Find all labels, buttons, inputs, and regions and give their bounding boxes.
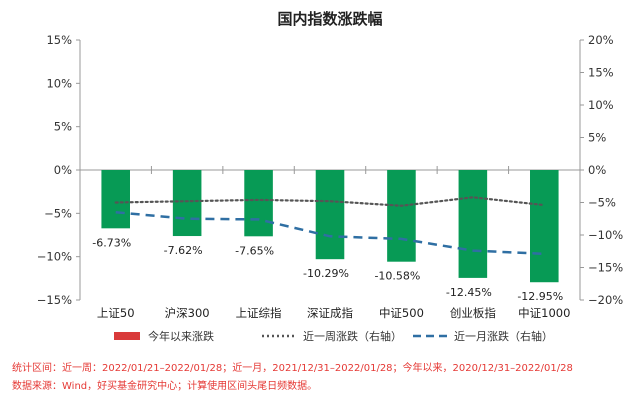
line-series xyxy=(114,196,546,256)
bar-data-label: -7.62% xyxy=(164,244,203,257)
category-label: 上证50 xyxy=(97,306,135,320)
legend-label-bar: 今年以来涨跌 xyxy=(148,329,214,343)
left-tick-label: 15% xyxy=(46,33,72,47)
axes: −15% −10% −5% 0% 5% 10% 15% −20% −15% −10% −5% 0% 5%… xyxy=(37,33,623,307)
category-label: 创业板指 xyxy=(450,306,496,320)
legend-label-week: 近一周涨跌（右轴） xyxy=(303,329,402,343)
source-note: 数据来源：Wind，好买基金研究中心；计算使用区间头尾日频数据。 xyxy=(12,381,318,392)
right-tick-label: 20% xyxy=(588,33,614,47)
right-tick-label: 10% xyxy=(588,98,614,112)
right-tick-label: 15% xyxy=(588,66,614,80)
bar xyxy=(244,170,273,237)
chart-title: 国内指数涨跌幅 xyxy=(277,10,382,28)
bar xyxy=(530,170,559,283)
bar-data-label: -10.29% xyxy=(303,267,349,280)
right-tick-label: −10% xyxy=(588,228,623,242)
right-tick-label: 0% xyxy=(588,163,606,177)
week-change-line xyxy=(114,196,546,207)
left-tick-label: 0% xyxy=(54,163,72,177)
category-label: 沪深300 xyxy=(165,306,210,320)
month-change-line xyxy=(115,211,545,256)
right-tick-label: −20% xyxy=(588,293,623,307)
category-label: 中证1000 xyxy=(518,306,570,320)
bar-data-label: -6.73% xyxy=(92,236,131,249)
right-tick-label: −5% xyxy=(588,196,616,210)
category-labels: 上证50 沪深300 上证综指 深证成指 中证500 创业板指 中证1000 xyxy=(97,306,571,320)
left-tick-label: 10% xyxy=(46,76,72,90)
category-label: 中证500 xyxy=(379,306,424,320)
legend-label-month: 近一月涨跌（右轴） xyxy=(454,329,553,343)
bar xyxy=(101,170,130,229)
left-tick-label: 5% xyxy=(54,120,72,134)
left-tick-label: −10% xyxy=(37,250,72,264)
bar xyxy=(315,170,345,260)
bar-data-label: -12.95% xyxy=(517,290,563,303)
bar-data-label: -12.45% xyxy=(446,286,492,299)
stat-range-note: 统计区间：近一周：2022/01/21–2022/01/28；近一月，2021/… xyxy=(12,363,573,374)
legend: 今年以来涨跌 近一周涨跌（右轴） 近一月涨跌（右轴） xyxy=(114,329,553,343)
bar xyxy=(172,170,202,237)
bar-series xyxy=(101,170,559,283)
category-label: 上证综指 xyxy=(236,306,282,320)
left-tick-label: −15% xyxy=(37,293,72,307)
legend-swatch-bar xyxy=(114,332,140,340)
data-labels: -6.73% -7.62% -7.65% -10.29% -10.58% -12.45% -… xyxy=(92,236,563,303)
bar-data-label: -7.65% xyxy=(235,244,274,257)
right-tick-label: −15% xyxy=(588,261,623,275)
bar xyxy=(387,170,416,262)
right-tick-label: 5% xyxy=(588,131,606,145)
category-label: 深证成指 xyxy=(307,306,353,320)
bar xyxy=(458,170,488,278)
bar-data-label: -10.58% xyxy=(374,270,420,283)
left-tick-label: −5% xyxy=(44,206,72,220)
